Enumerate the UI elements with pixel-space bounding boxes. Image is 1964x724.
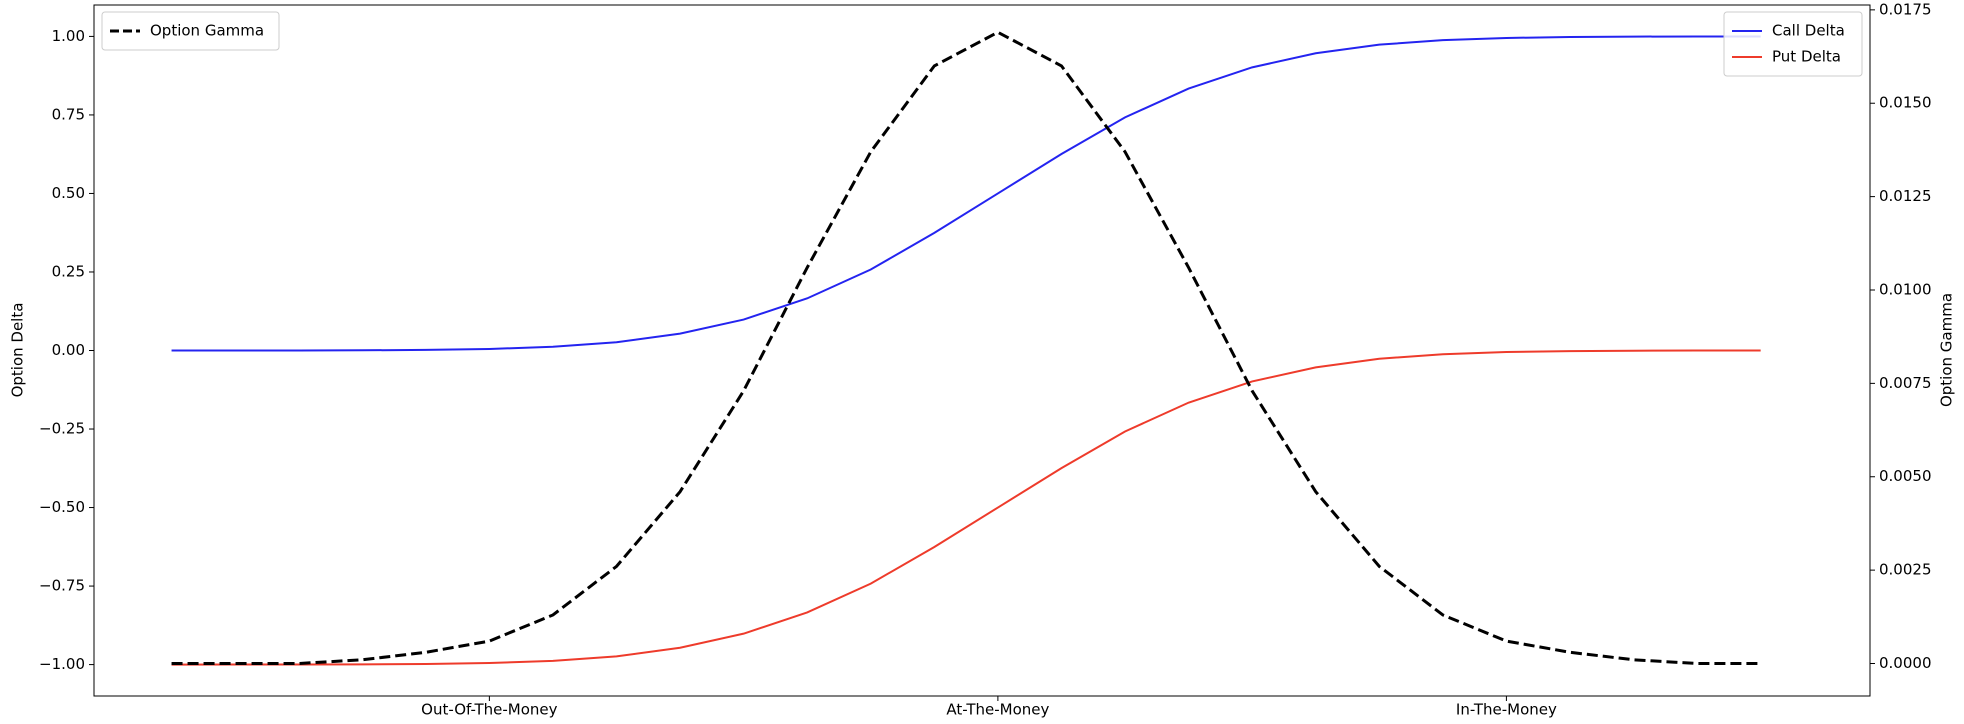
y2-tick-label: 0.0100: [1879, 280, 1932, 298]
series-line: [171, 30, 1761, 665]
legend-label: Put Delta: [1772, 48, 1841, 66]
legend-box: [1723, 11, 1863, 77]
x-tick-label: At-The-Money: [946, 701, 1049, 719]
legend-label: Option Gamma: [150, 22, 264, 40]
y-tick-label: −1.00: [39, 655, 85, 673]
y2-tick-label: 0.0075: [1879, 374, 1932, 392]
y2-tick-label: 0.0175: [1879, 0, 1932, 18]
y-axis-label: Option Delta: [9, 303, 27, 398]
y-tick-label: 0.50: [52, 184, 85, 202]
y2-axis-label: Option Gamma: [1938, 293, 1956, 407]
series-line: [171, 349, 1761, 666]
y-tick-label: 0.00: [52, 341, 85, 359]
y2-tick-label: 0.0125: [1879, 187, 1932, 205]
series-line: [171, 35, 1761, 352]
y2-tick-label: 0.0150: [1879, 94, 1932, 112]
y2-tick-label: 0.0025: [1879, 561, 1932, 579]
y-tick-label: −0.50: [39, 498, 85, 516]
y2-tick-label: 0.0050: [1879, 467, 1932, 485]
legend-box: [101, 11, 280, 51]
y-tick-label: −0.25: [39, 420, 85, 438]
x-tick-label: Out-Of-The-Money: [421, 701, 557, 719]
y2-tick-label: 0.0000: [1879, 654, 1932, 672]
y-tick-label: 1.00: [52, 27, 85, 45]
x-tick-label: In-The-Money: [1456, 701, 1557, 719]
legend-label: Call Delta: [1772, 22, 1845, 40]
y-tick-label: 0.75: [52, 105, 85, 123]
y-tick-label: −0.75: [39, 577, 85, 595]
y-tick-label: 0.25: [52, 262, 85, 280]
